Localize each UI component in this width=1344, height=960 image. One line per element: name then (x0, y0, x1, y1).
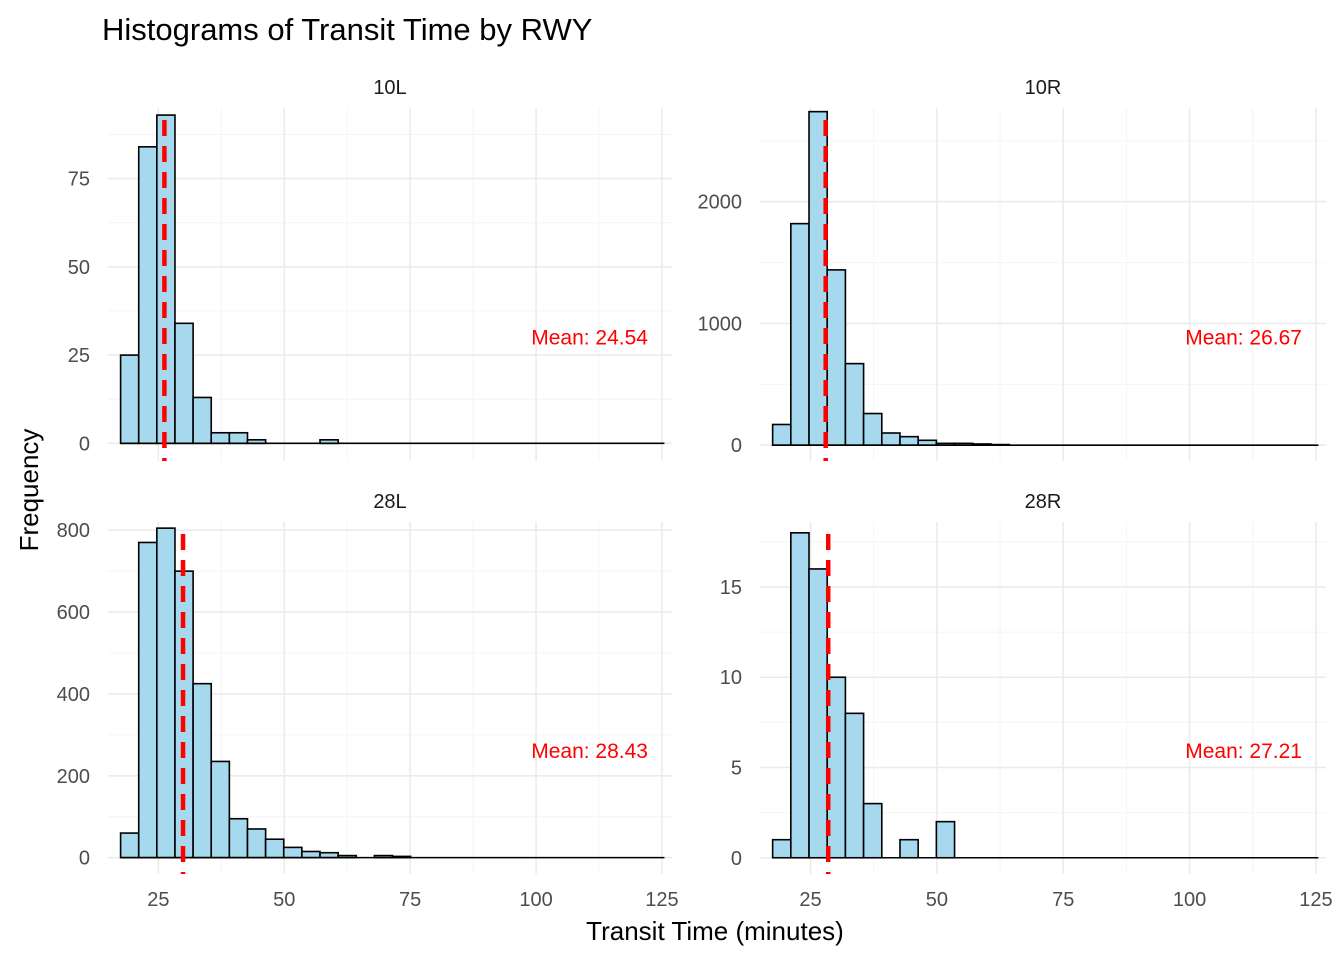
histogram-bar (826, 269, 847, 446)
x-tick-label: 25 (799, 889, 821, 911)
facet-label-10l: 10L (373, 77, 406, 99)
histogram-bar (119, 354, 140, 445)
histogram-bar (264, 838, 285, 859)
histogram-bar (137, 146, 158, 445)
y-tick-label: 0 (79, 848, 90, 870)
histogram-bar (210, 431, 231, 445)
histogram-bar (246, 828, 267, 859)
y-tick-label: 15 (720, 577, 742, 599)
histogram-bar (808, 568, 829, 859)
y-tick-label: 200 (57, 766, 90, 788)
y-tick-label: 800 (57, 520, 90, 542)
y-tick-label: 50 (68, 257, 90, 279)
histogram-bar (228, 431, 249, 445)
x-tick-label: 75 (1052, 889, 1074, 911)
x-tick-label: 125 (1299, 889, 1332, 911)
histogram-bar (899, 435, 919, 446)
y-tick-label: 600 (57, 602, 90, 624)
histogram-bar (790, 222, 810, 446)
histogram-bar (862, 412, 883, 446)
histogram-bar (156, 527, 176, 859)
facet-label-10r: 10R (1025, 77, 1062, 99)
x-tick-label: 100 (519, 889, 552, 911)
facet-label-28l: 28L (373, 491, 406, 513)
x-tick-label: 125 (645, 889, 678, 911)
histogram-bar (844, 362, 865, 446)
histogram-bar (192, 396, 213, 445)
x-tick-label: 50 (273, 889, 295, 911)
y-tick-label: 0 (731, 435, 742, 457)
y-axis-title: Frequency (14, 429, 44, 552)
panel-10r: 0 1000 2000 10R Mean: 26.67 (698, 77, 1326, 461)
histogram-bar (228, 817, 249, 859)
y-tick-label: 25 (68, 345, 90, 367)
panel-28l: 0 200 400 600 800 28L Mean: 28.43 25 50 75 100 125 (57, 491, 679, 911)
histogram-bar (899, 838, 919, 859)
panel-10l: 0 25 50 75 10L Mean: 24.54 (68, 77, 672, 461)
y-tick-label: 2000 (698, 192, 743, 214)
y-tick-label: 75 (68, 169, 90, 191)
x-tick-label: 25 (147, 889, 169, 911)
y-tick-label: 5 (731, 757, 742, 779)
histogram-bar (862, 802, 883, 859)
histogram-bar (790, 532, 810, 859)
mean-label: Mean: 26.67 (1185, 327, 1302, 350)
histogram-bar (137, 541, 158, 859)
histogram-bar (210, 760, 231, 859)
x-tick-label: 100 (1173, 889, 1206, 911)
panel-28r: 0 5 10 15 28R Mean: 27.21 25 50 75 100 125 (720, 491, 1333, 911)
mean-label: Mean: 28.43 (531, 740, 648, 763)
x-tick-label: 75 (399, 889, 421, 911)
histogram-bar (771, 838, 792, 859)
histogram-bar (301, 850, 321, 859)
y-tick-label: 1000 (698, 313, 743, 335)
x-axis-title: Transit Time (minutes) (586, 916, 844, 946)
y-tick-label: 0 (731, 848, 742, 870)
histogram-bar (880, 432, 901, 446)
y-tick-label: 10 (720, 667, 742, 689)
y-tick-label: 400 (57, 684, 90, 706)
chart-title: Histograms of Transit Time by RWY (102, 12, 592, 47)
histogram-bar (771, 423, 792, 446)
histogram-bar (174, 322, 194, 445)
histogram-bar (282, 846, 303, 859)
mean-label: Mean: 27.21 (1185, 740, 1302, 763)
y-tick-label: 0 (79, 433, 90, 455)
mean-label: Mean: 24.54 (531, 327, 648, 350)
facet-label-28r: 28R (1025, 491, 1062, 513)
histogram-bar (192, 682, 213, 859)
histogram-bar (119, 832, 140, 859)
histogram-bar (844, 712, 865, 859)
histogram-bar (935, 820, 956, 859)
x-tick-label: 50 (926, 889, 948, 911)
